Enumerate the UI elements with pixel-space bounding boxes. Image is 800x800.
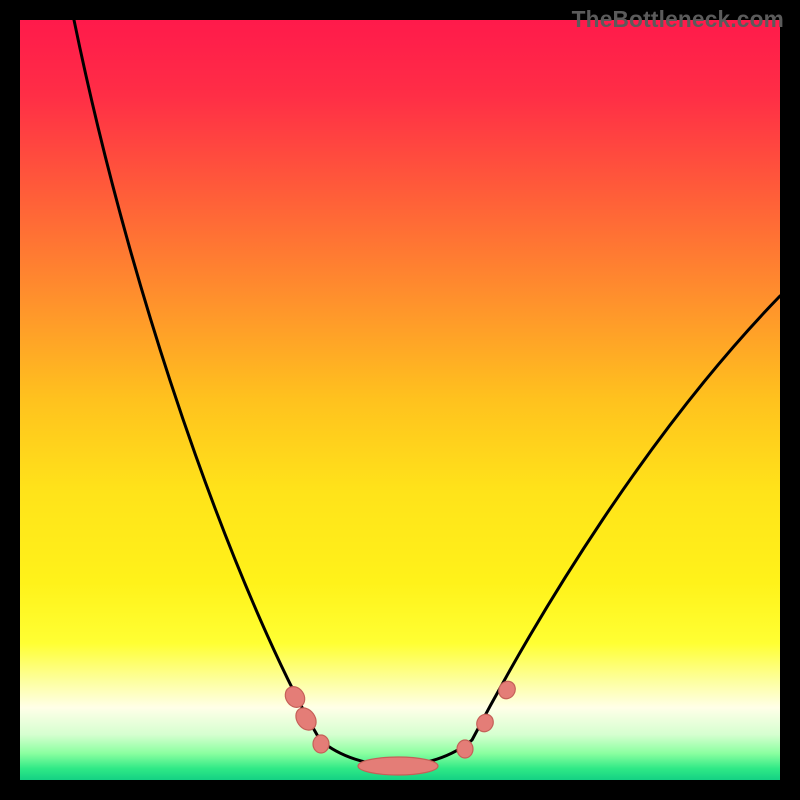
- trough-marker-2: [313, 735, 329, 753]
- trough-marker-3: [358, 757, 438, 775]
- bottleneck-chart-svg: [0, 0, 800, 800]
- trough-marker-4: [457, 740, 473, 758]
- chart-frame: TheBottleneck.com: [0, 0, 800, 800]
- watermark-text: TheBottleneck.com: [572, 6, 784, 33]
- gradient-background: [20, 20, 780, 780]
